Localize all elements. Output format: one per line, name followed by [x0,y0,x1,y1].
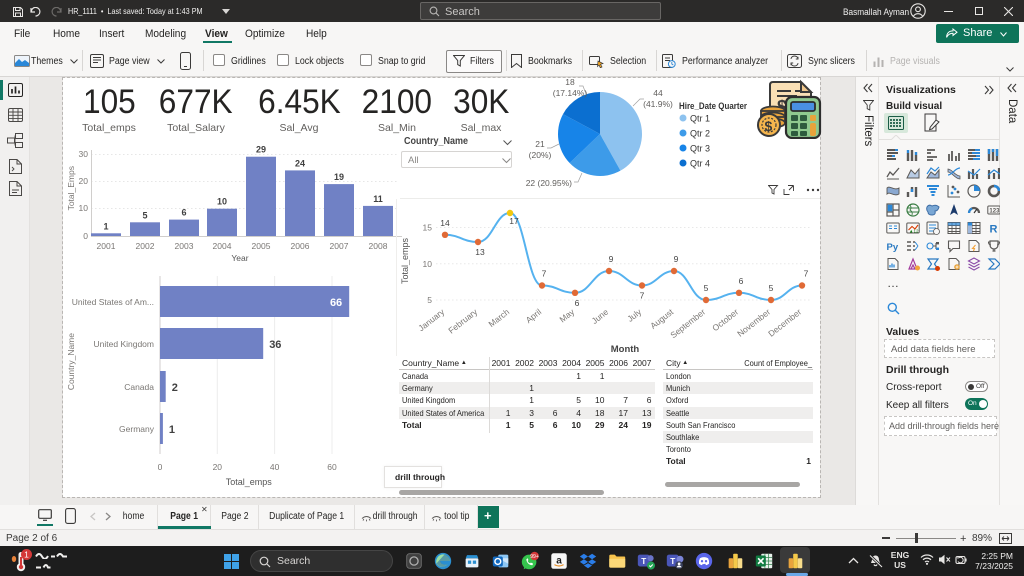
svg-text:7: 7 [804,269,809,279]
svg-text:0: 0 [83,231,88,241]
svg-text:Month: Month [611,344,640,355]
svg-text:0: 0 [158,462,163,472]
svg-text:20: 20 [213,462,223,472]
svg-text:60: 60 [327,462,337,472]
svg-text:(41.9%): (41.9%) [643,99,673,109]
svg-text:13: 13 [475,247,485,257]
svg-text:66: 66 [330,297,342,309]
svg-text:36: 36 [269,339,281,351]
svg-text:(17.14%): (17.14%) [553,88,588,98]
svg-text:United States of Am...: United States of Am... [72,297,154,307]
svg-text:November: November [735,307,772,339]
svg-text:August: August [648,306,676,331]
svg-text:Canada: Canada [124,382,154,392]
svg-text:January: January [416,306,447,333]
svg-text:Qtr 4: Qtr 4 [690,159,710,169]
svg-text:T: T [670,557,675,566]
svg-text:2008: 2008 [369,241,388,251]
svg-text:2003: 2003 [175,241,194,251]
svg-text:T: T [641,557,646,566]
svg-text:6: 6 [575,298,580,308]
svg-text:June: June [590,307,611,326]
svg-text:2005: 2005 [252,241,271,251]
svg-text:15: 15 [423,223,433,233]
svg-text:6: 6 [181,208,186,218]
svg-text:11: 11 [373,194,383,204]
svg-text:United Kingdom: United Kingdom [94,339,154,349]
svg-text:July: July [625,306,644,324]
svg-text:April: April [524,307,544,325]
svg-text:a: a [556,556,562,567]
svg-text:14: 14 [440,218,450,228]
svg-text:30: 30 [79,149,89,159]
svg-text:1: 1 [103,221,108,231]
svg-text:6: 6 [739,276,744,286]
svg-text:2006: 2006 [291,241,310,251]
svg-text:123: 123 [989,209,1000,215]
svg-text:December: December [766,307,803,339]
svg-text:Qtr 1: Qtr 1 [690,114,710,124]
svg-text:2002: 2002 [136,241,155,251]
svg-text:2: 2 [172,382,178,394]
svg-text:(20%): (20%) [529,150,552,160]
svg-text:9: 9 [674,254,679,264]
svg-text:24: 24 [295,158,305,168]
svg-text:September: September [668,307,707,341]
svg-text:10: 10 [217,197,227,207]
svg-text:17: 17 [509,216,519,226]
svg-text:18: 18 [565,78,575,87]
svg-text:19: 19 [334,172,344,182]
svg-text:1: 1 [24,550,29,560]
svg-text:10: 10 [423,259,433,269]
svg-text:$: $ [765,118,773,134]
svg-text:5: 5 [769,283,774,293]
svg-text:7: 7 [542,269,547,279]
svg-text:5: 5 [704,283,709,293]
svg-text:21: 21 [535,139,545,149]
svg-text:▲12: ▲12 [909,229,919,234]
svg-text:5: 5 [427,295,432,305]
svg-text:Year: Year [231,253,248,263]
svg-text:99+: 99+ [530,554,539,560]
svg-text:March: March [486,307,511,330]
svg-text:May: May [557,306,576,324]
svg-text:7: 7 [640,291,645,301]
svg-text:Hire_Date Quarter: Hire_Date Quarter [679,101,747,112]
svg-text:10: 10 [79,203,89,213]
svg-text:Qtr 3: Qtr 3 [690,144,710,154]
svg-text:20: 20 [79,176,89,186]
svg-text:29: 29 [256,145,266,155]
svg-text:2001: 2001 [97,241,116,251]
svg-text:February: February [446,306,480,335]
svg-text:5: 5 [142,210,147,220]
svg-text:Qtr 2: Qtr 2 [690,129,710,139]
svg-text:$: $ [777,97,787,117]
svg-text:2007: 2007 [330,241,349,251]
svg-text:R: R [990,224,998,236]
svg-text:44: 44 [653,88,663,98]
svg-text:2004: 2004 [213,241,232,251]
svg-text:9: 9 [609,254,614,264]
svg-text:22 (20.95%): 22 (20.95%) [526,178,572,188]
svg-text:1: 1 [169,424,175,436]
svg-text:Germany: Germany [119,424,155,434]
svg-text:Py: Py [887,242,899,253]
svg-text:Total_emps: Total_emps [226,477,273,487]
svg-text:40: 40 [270,462,280,472]
